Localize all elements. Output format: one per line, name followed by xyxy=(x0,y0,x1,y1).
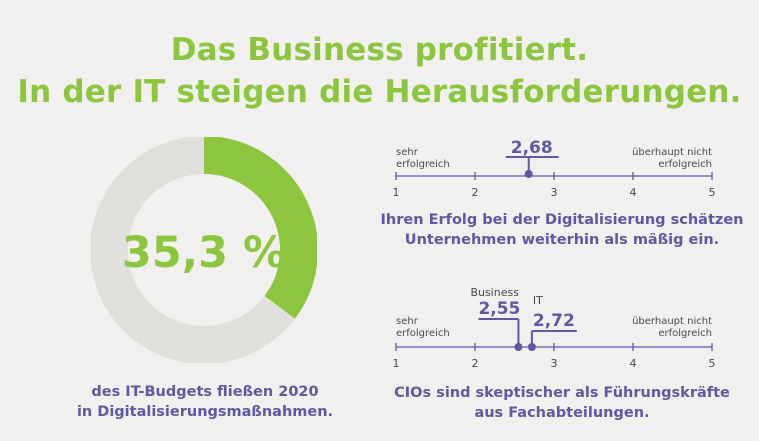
scale1-tick-label-3: 3 xyxy=(551,186,558,199)
scale2-tick-label-1: 1 xyxy=(393,357,400,370)
donut-chart xyxy=(91,137,317,363)
headline-line-1: Das Business profitiert. xyxy=(170,32,589,68)
scale2-tick-label-2: 2 xyxy=(472,357,479,370)
scale2-right-label-2: erfolgreich xyxy=(658,328,712,339)
scale2-business-name: Business xyxy=(470,286,519,299)
scale2-business-point xyxy=(514,343,523,351)
scale2-left-label-1: sehr xyxy=(396,316,419,327)
scale1-right-label-2: erfolgreich xyxy=(658,159,712,170)
scale2-tick-label-5: 5 xyxy=(709,357,716,370)
donut-caption: des IT-Budgets fließen 2020 in Digitalis… xyxy=(60,382,350,422)
headline-line-2: In der IT steigen die Herausforderungen. xyxy=(17,74,742,110)
scale1-tick-label-2: 2 xyxy=(472,186,479,199)
scale1-ticks: 1 2 3 4 5 xyxy=(393,172,716,199)
scale1-marker-point xyxy=(524,170,533,178)
scale2-tick-label-4: 4 xyxy=(630,357,637,370)
scale1-caption: Ihren Erfolg bei der Digitalisierung sch… xyxy=(374,210,750,250)
donut-percent-label: 35,3 % xyxy=(121,228,287,278)
scale1-markers: 2,68 xyxy=(505,138,559,178)
scale2-left-label-2: erfolgreich xyxy=(396,328,450,339)
scale-2: sehr erfolgreich überhaupt nicht erfolgr… xyxy=(393,286,716,370)
scale2-right-label-1: überhaupt nicht xyxy=(632,316,712,327)
scale1-left-label-2: erfolgreich xyxy=(396,159,450,170)
scale1-caption-line-1: Ihren Erfolg bei der Digitalisierung sch… xyxy=(380,212,744,228)
scale2-caption: CIOs sind skeptischer als Führungskräfte… xyxy=(374,383,750,423)
scale2-caption-line-1: CIOs sind skeptischer als Führungskräfte xyxy=(394,385,730,401)
scale1-left-label-1: sehr xyxy=(396,147,419,158)
scale2-caption-line-2: aus Fachabteilungen. xyxy=(474,405,650,421)
rating-scales: sehr erfolgreich überhaupt nicht erfolgr… xyxy=(393,138,716,370)
scale2-ticks: 1 2 3 4 5 xyxy=(393,343,716,370)
donut-segment-digitalisierung xyxy=(203,137,317,319)
scale1-caption-line-2: Unternehmen weiterhin als mäßig ein. xyxy=(404,232,720,248)
scale1-tick-label-5: 5 xyxy=(709,186,716,199)
scale2-it-point xyxy=(527,343,536,351)
donut-caption-line-2: in Digitalisierungsmaßnahmen. xyxy=(76,404,334,420)
scale1-marker-value: 2,68 xyxy=(511,138,553,158)
scale2-business-value: 2,55 xyxy=(478,299,520,319)
scale-1: sehr erfolgreich überhaupt nicht erfolgr… xyxy=(393,138,716,199)
donut-caption-line-1: des IT-Budgets fließen 2020 xyxy=(91,384,319,400)
scale2-it-name: IT xyxy=(533,294,543,307)
scale1-right-label-1: überhaupt nicht xyxy=(632,147,712,158)
scale2-tick-label-3: 3 xyxy=(551,357,558,370)
scale1-tick-label-4: 4 xyxy=(630,186,637,199)
scale1-tick-label-1: 1 xyxy=(393,186,400,199)
scale2-it-value: 2,72 xyxy=(533,311,575,331)
